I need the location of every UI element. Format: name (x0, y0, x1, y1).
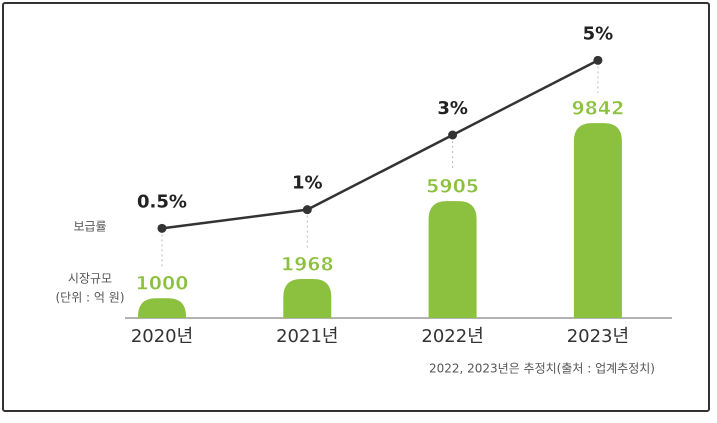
line-value-label: 5% (583, 23, 614, 44)
bar-value-label: 5905 (426, 176, 479, 198)
bar (138, 298, 186, 318)
note: 2022, 2023년은 추정치(출처 : 업계추정치) (429, 362, 655, 376)
x-tick-label: 2023년 (567, 326, 629, 347)
line-point (302, 205, 312, 215)
bar (573, 123, 622, 318)
unit-label: (단위 : 억 원) (55, 291, 124, 305)
x-tick-label: 2022년 (421, 326, 483, 347)
line-value-label: 1% (292, 173, 323, 194)
line-value-label: 3% (437, 98, 468, 119)
line (161, 59, 599, 230)
line-value-label: 0.5% (137, 191, 187, 212)
legend-bar: 시장규모 (68, 272, 112, 286)
line-point (157, 223, 167, 233)
x-tick-label: 2021년 (276, 326, 338, 347)
line-point (448, 130, 458, 140)
line-point (593, 55, 603, 65)
bar-value-label: 9842 (571, 98, 624, 120)
legend-line: 보급률 (73, 220, 106, 234)
bar (283, 279, 332, 318)
x-tick-label: 2020년 (131, 326, 193, 347)
bar-value-label: 1000 (136, 273, 189, 295)
bar (428, 201, 477, 318)
bar-value-label: 1968 (281, 254, 334, 276)
